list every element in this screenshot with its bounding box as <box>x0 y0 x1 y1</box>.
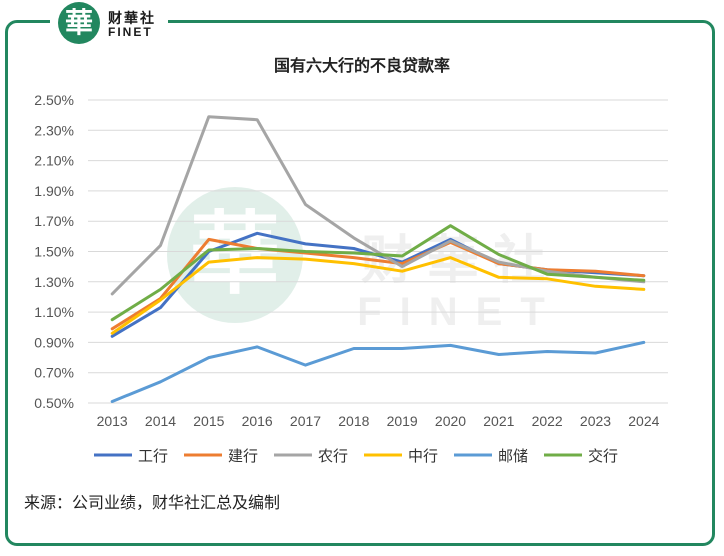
x-tick-label: 2016 <box>242 413 273 429</box>
y-tick-label: 0.90% <box>34 334 74 350</box>
series-line-5 <box>110 340 646 403</box>
y-tick-label: 2.50% <box>34 92 74 108</box>
legend-label: 工行 <box>138 447 168 465</box>
x-tick-label: 2022 <box>532 413 563 429</box>
y-tick-label: 1.90% <box>34 183 74 199</box>
source-note: 来源：公司业绩，财华社汇总及编制 <box>24 493 281 512</box>
legend-label: 邮储 <box>498 447 528 465</box>
y-tick-label: 0.70% <box>34 365 74 381</box>
x-tick-label: 2019 <box>387 413 418 429</box>
x-tick-label: 2021 <box>483 413 514 429</box>
y-tick-label: 1.30% <box>34 274 74 290</box>
brand-logo-mark: 華 <box>58 2 100 44</box>
legend-label: 交行 <box>588 447 618 465</box>
y-tick-label: 2.30% <box>34 122 74 138</box>
x-axis-ticks: 2013 2014 2015 2016 2017 2018 2019 2020 2021 2022… <box>97 413 660 429</box>
x-tick-label: 2017 <box>290 413 321 429</box>
x-tick-label: 2014 <box>145 413 176 429</box>
y-tick-label: 1.10% <box>34 304 74 320</box>
series-line-2 <box>110 237 646 331</box>
series-line-3 <box>110 115 646 296</box>
x-tick-label: 2015 <box>193 413 224 429</box>
grid-lines <box>88 99 668 404</box>
y-tick-label: 0.50% <box>34 395 74 411</box>
x-tick-label: 2020 <box>435 413 466 429</box>
y-axis-ticks: 0.50% 0.70% 0.90% 1.10% 1.30% 1.50% 1.70% 1.90%… <box>34 92 74 411</box>
brand-name-cn: 财華社 <box>108 11 156 27</box>
x-tick-label: 2013 <box>97 413 128 429</box>
brand-name-en: FINET <box>108 25 153 39</box>
series-line-6 <box>110 224 646 322</box>
legend-label: 中行 <box>408 447 438 465</box>
legend: 工行 建行 农行 中行 邮储 交行 <box>94 447 618 465</box>
series-line-4 <box>110 256 646 335</box>
chart-title: 国有六大行的不良贷款率 <box>273 56 450 75</box>
legend-label: 农行 <box>318 447 348 465</box>
y-tick-label: 1.70% <box>34 213 74 229</box>
y-tick-label: 1.50% <box>34 244 74 260</box>
series-lines <box>110 115 646 403</box>
watermark: 華 财華社 FINET <box>167 187 545 334</box>
y-tick-label: 2.10% <box>34 153 74 169</box>
legend-label: 建行 <box>228 447 258 465</box>
x-tick-label: 2018 <box>338 413 369 429</box>
x-tick-label: 2023 <box>580 413 611 429</box>
x-tick-label: 2024 <box>628 413 659 429</box>
